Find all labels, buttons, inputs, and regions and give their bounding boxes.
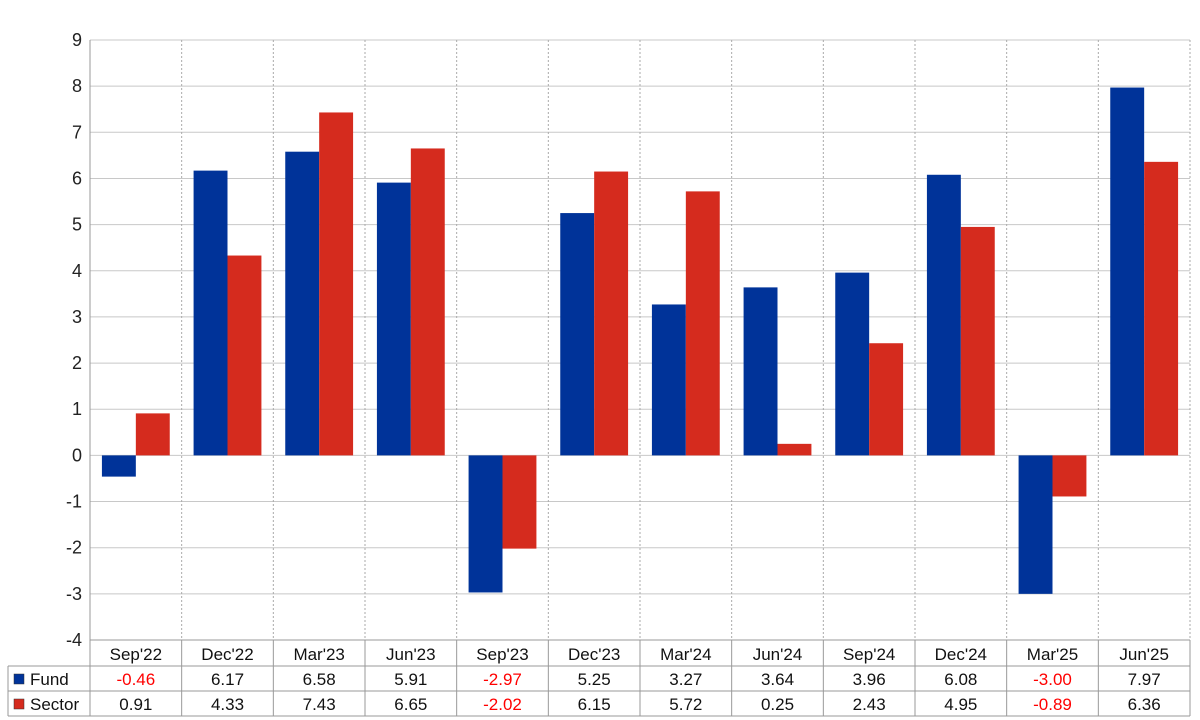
y-axis: -4 -3 -2 -1 0 1 2 3 4 5 6 7 8 9 <box>66 30 82 650</box>
data-label-sector: 2.43 <box>853 695 886 714</box>
bar-sector <box>410 148 445 456</box>
data-label-fund: 3.64 <box>761 670 794 689</box>
data-label-fund: 6.08 <box>944 670 977 689</box>
data-label-fund: 5.91 <box>394 670 427 689</box>
category-label: Dec'22 <box>201 645 253 664</box>
bar-fund <box>1110 87 1145 456</box>
bar-sector <box>685 191 720 456</box>
data-label-sector: 0.91 <box>119 695 152 714</box>
y-tick-label: -2 <box>66 538 82 558</box>
y-tick-label: 4 <box>72 261 82 281</box>
data-label-sector: 4.95 <box>944 695 977 714</box>
data-label-sector: -0.89 <box>1033 695 1072 714</box>
legend-swatch-sector <box>13 698 25 710</box>
y-tick-label: 5 <box>72 215 82 235</box>
data-label-fund: 7.97 <box>1128 670 1161 689</box>
bar-sector <box>869 343 904 456</box>
data-label-sector: 6.65 <box>394 695 427 714</box>
bar-sector <box>594 171 629 456</box>
data-label-fund: -0.46 <box>116 670 155 689</box>
bar-fund <box>376 182 411 456</box>
bar-fund <box>560 213 595 456</box>
category-label: Mar'25 <box>1027 645 1078 664</box>
data-label-fund: 6.58 <box>303 670 336 689</box>
grid <box>89 39 1191 716</box>
category-label: Jun'23 <box>386 645 436 664</box>
bar-fund <box>1018 455 1053 594</box>
category-label: Mar'23 <box>293 645 344 664</box>
data-label-sector: 4.33 <box>211 695 244 714</box>
bar-fund <box>193 170 228 456</box>
category-label: Mar'24 <box>660 645 711 664</box>
bar-sector <box>1144 161 1179 456</box>
bar-sector <box>135 413 170 456</box>
legend-label-fund: Fund <box>30 670 69 689</box>
bar-fund <box>926 174 961 456</box>
legend-swatch-fund <box>13 673 25 685</box>
category-label: Jun'25 <box>1119 645 1169 664</box>
bar-sector <box>227 255 262 456</box>
y-tick-label: -4 <box>66 630 82 650</box>
legend-label-sector: Sector <box>30 695 79 714</box>
bar-sector <box>319 112 354 456</box>
data-label-sector: 7.43 <box>303 695 336 714</box>
category-label: Dec'23 <box>568 645 620 664</box>
data-label-fund: -2.97 <box>483 670 522 689</box>
bars <box>101 87 1179 594</box>
bar-sector <box>502 455 537 549</box>
data-label-sector: 6.36 <box>1128 695 1161 714</box>
category-label: Sep'23 <box>476 645 528 664</box>
y-tick-label: 0 <box>72 445 82 465</box>
y-tick-label: -1 <box>66 492 82 512</box>
bar-fund <box>651 304 686 456</box>
bar-fund <box>743 287 778 456</box>
y-tick-label: 1 <box>72 399 82 419</box>
bar-fund <box>101 455 136 477</box>
y-tick-label: 7 <box>72 122 82 142</box>
data-label-sector: 6.15 <box>578 695 611 714</box>
data-label-fund: 3.96 <box>853 670 886 689</box>
bar-fund <box>835 272 870 456</box>
bar-sector <box>960 226 995 456</box>
data-label-sector: -2.02 <box>483 695 522 714</box>
data-label-sector: 5.72 <box>669 695 702 714</box>
y-tick-label: 6 <box>72 168 82 188</box>
category-label: Dec'24 <box>935 645 987 664</box>
bar-fund <box>285 151 320 456</box>
data-table: Sep'22 Dec'22 Mar'23 Jun'23 Sep'23 Dec'23 Mar'… <box>7 639 1191 717</box>
y-tick-label: 8 <box>72 76 82 96</box>
data-label-fund: -3.00 <box>1033 670 1072 689</box>
y-tick-label: 9 <box>72 30 82 50</box>
y-tick-label: 3 <box>72 307 82 327</box>
data-label-fund: 3.27 <box>669 670 702 689</box>
category-label: Sep'24 <box>843 645 895 664</box>
y-tick-label: 2 <box>72 353 82 373</box>
data-label-sector: 0.25 <box>761 695 794 714</box>
data-label-fund: 5.25 <box>578 670 611 689</box>
data-label-fund: 6.17 <box>211 670 244 689</box>
bar-sector <box>1052 455 1087 497</box>
bar-fund <box>468 455 503 593</box>
category-label: Sep'22 <box>110 645 162 664</box>
y-tick-label: -3 <box>66 584 82 604</box>
category-label: Jun'24 <box>753 645 803 664</box>
bar-sector <box>777 443 812 456</box>
